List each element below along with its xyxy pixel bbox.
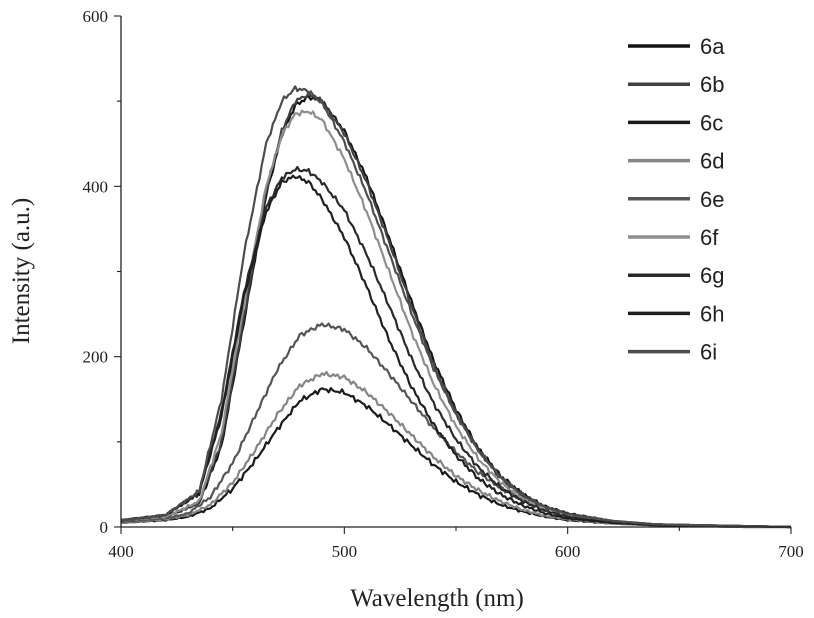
x-tick-label: 500 — [332, 542, 358, 561]
series-line-6f — [121, 111, 791, 527]
y-tick-label: 0 — [100, 518, 109, 537]
legend-label-6f: 6f — [700, 225, 719, 250]
series-line-6g — [121, 167, 791, 527]
series-line-6a — [121, 96, 791, 527]
y-axis-title: Intensity (a.u.) — [8, 198, 35, 344]
legend-label-6h: 6h — [700, 301, 724, 326]
axes — [121, 16, 791, 527]
series-lines — [121, 86, 791, 527]
legend-label-6e: 6e — [700, 187, 724, 212]
y-tick-label: 600 — [83, 7, 109, 26]
legend: 6a 6b 6c 6d 6e 6f 6g 6h 6i — [628, 34, 725, 365]
series-line-6i — [121, 86, 791, 527]
x-axis-title: Wavelength (nm) — [350, 585, 524, 612]
x-tick-label: 400 — [108, 542, 134, 561]
legend-label-6a: 6a — [700, 34, 725, 59]
legend-label-6g: 6g — [700, 263, 724, 288]
series-line-6h — [121, 176, 791, 527]
legend-label-6c: 6c — [700, 110, 723, 135]
tick-labels: 0 200 400 600 400 500 600 700 — [83, 7, 804, 561]
x-tick-label: 700 — [778, 542, 804, 561]
x-tick-label: 600 — [555, 542, 581, 561]
y-tick-label: 200 — [83, 348, 109, 367]
legend-label-6i: 6i — [700, 340, 717, 365]
legend-label-6d: 6d — [700, 149, 724, 174]
series-line-6b — [121, 92, 791, 527]
emission-spectrum-chart: 0 200 400 600 400 500 600 700 Wavelength (nm) I… — [0, 0, 814, 618]
legend-label-6b: 6b — [700, 72, 724, 97]
y-tick-label: 400 — [83, 177, 109, 196]
